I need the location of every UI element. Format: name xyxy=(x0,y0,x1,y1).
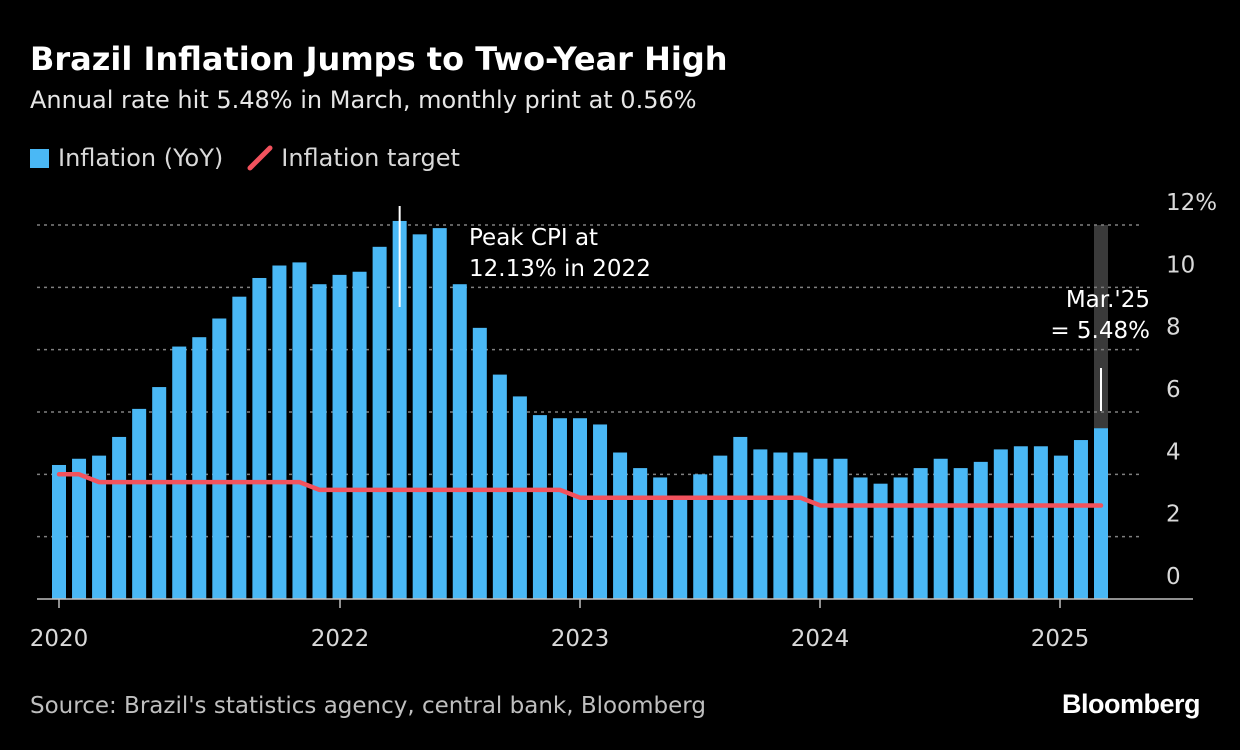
bar xyxy=(993,449,1008,599)
bar xyxy=(673,499,688,599)
legend-label-target: Inflation target xyxy=(281,144,460,172)
y-tick-label: 10 xyxy=(1166,252,1195,278)
bar xyxy=(1094,428,1108,599)
x-tick-label: 2022 xyxy=(311,626,370,652)
latest-highlight-band xyxy=(1094,225,1108,429)
bar xyxy=(913,468,928,599)
peak-annotation-text: 12.13% in 2022 xyxy=(469,256,651,282)
bar xyxy=(172,346,187,599)
bar xyxy=(192,337,207,599)
bar xyxy=(152,387,167,599)
bar xyxy=(272,265,287,599)
bar xyxy=(452,284,467,599)
chart-subtitle: Annual rate hit 5.48% in March, monthly … xyxy=(30,86,697,114)
bar xyxy=(512,396,527,599)
bar xyxy=(593,424,608,599)
target-line xyxy=(56,472,1104,508)
bar xyxy=(813,458,828,599)
bar xyxy=(372,246,387,600)
legend-label-inflation: Inflation (YoY) xyxy=(58,144,224,172)
bar xyxy=(432,228,447,599)
bar xyxy=(392,220,407,599)
y-tick-label: 12% xyxy=(1166,190,1217,216)
bar xyxy=(853,477,868,599)
bar xyxy=(212,318,227,599)
bar xyxy=(472,327,487,599)
bar xyxy=(1073,440,1088,599)
bar xyxy=(532,415,547,599)
bar xyxy=(653,477,668,599)
bar xyxy=(1053,455,1068,599)
bar xyxy=(132,408,147,599)
y-tick-label: 2 xyxy=(1166,502,1181,528)
bar xyxy=(232,296,247,599)
bar xyxy=(873,483,888,599)
bar xyxy=(573,418,587,599)
bloomberg-logo: Bloomberg xyxy=(1061,689,1201,719)
latest-annotation-text: Mar.'25 xyxy=(1066,287,1150,313)
bar xyxy=(773,452,788,599)
bar xyxy=(953,468,968,599)
bar xyxy=(252,277,267,599)
bar xyxy=(693,474,708,599)
bar xyxy=(352,271,367,599)
legend: Inflation (YoY) Inflation target xyxy=(30,141,484,175)
chart-title: Brazil Inflation Jumps to Two-Year High xyxy=(30,40,728,78)
y-tick-label: 0 xyxy=(1166,564,1181,590)
bar xyxy=(1013,446,1028,599)
bar xyxy=(332,274,347,599)
bar xyxy=(492,374,507,599)
peak-annotation-text: Peak CPI at xyxy=(469,225,598,251)
bar xyxy=(973,461,988,599)
bar xyxy=(72,458,87,599)
bar xyxy=(52,464,66,599)
bar xyxy=(713,455,728,599)
bar xyxy=(613,452,628,599)
legend-line-swatch xyxy=(247,145,273,171)
bar xyxy=(933,458,948,599)
bar xyxy=(633,468,648,599)
bar xyxy=(753,449,768,599)
bar xyxy=(793,452,808,599)
latest-annotation-text: = 5.48% xyxy=(1050,318,1150,344)
source-note: Source: Brazil's statistics agency, cent… xyxy=(30,693,706,719)
bar xyxy=(312,284,327,599)
bar xyxy=(733,436,748,599)
legend-item-inflation: Inflation (YoY) xyxy=(30,144,223,172)
x-tick-label: 2025 xyxy=(1031,626,1090,652)
bar xyxy=(112,436,127,599)
y-tick-label: 6 xyxy=(1166,377,1181,403)
y-tick-label: 4 xyxy=(1166,439,1181,465)
legend-bar-swatch xyxy=(30,148,49,168)
bar xyxy=(893,477,908,599)
y-tick-label: 8 xyxy=(1166,315,1181,341)
x-tick-label: 2020 xyxy=(30,626,89,652)
bar xyxy=(1033,446,1048,599)
x-tick-label: 2023 xyxy=(551,626,610,652)
bar xyxy=(412,234,427,599)
legend-item-target: Inflation target xyxy=(247,144,460,172)
bar xyxy=(552,418,567,599)
x-tick-label: 2024 xyxy=(791,626,850,652)
bar xyxy=(833,458,848,599)
bar xyxy=(92,455,107,599)
bar xyxy=(292,262,307,599)
